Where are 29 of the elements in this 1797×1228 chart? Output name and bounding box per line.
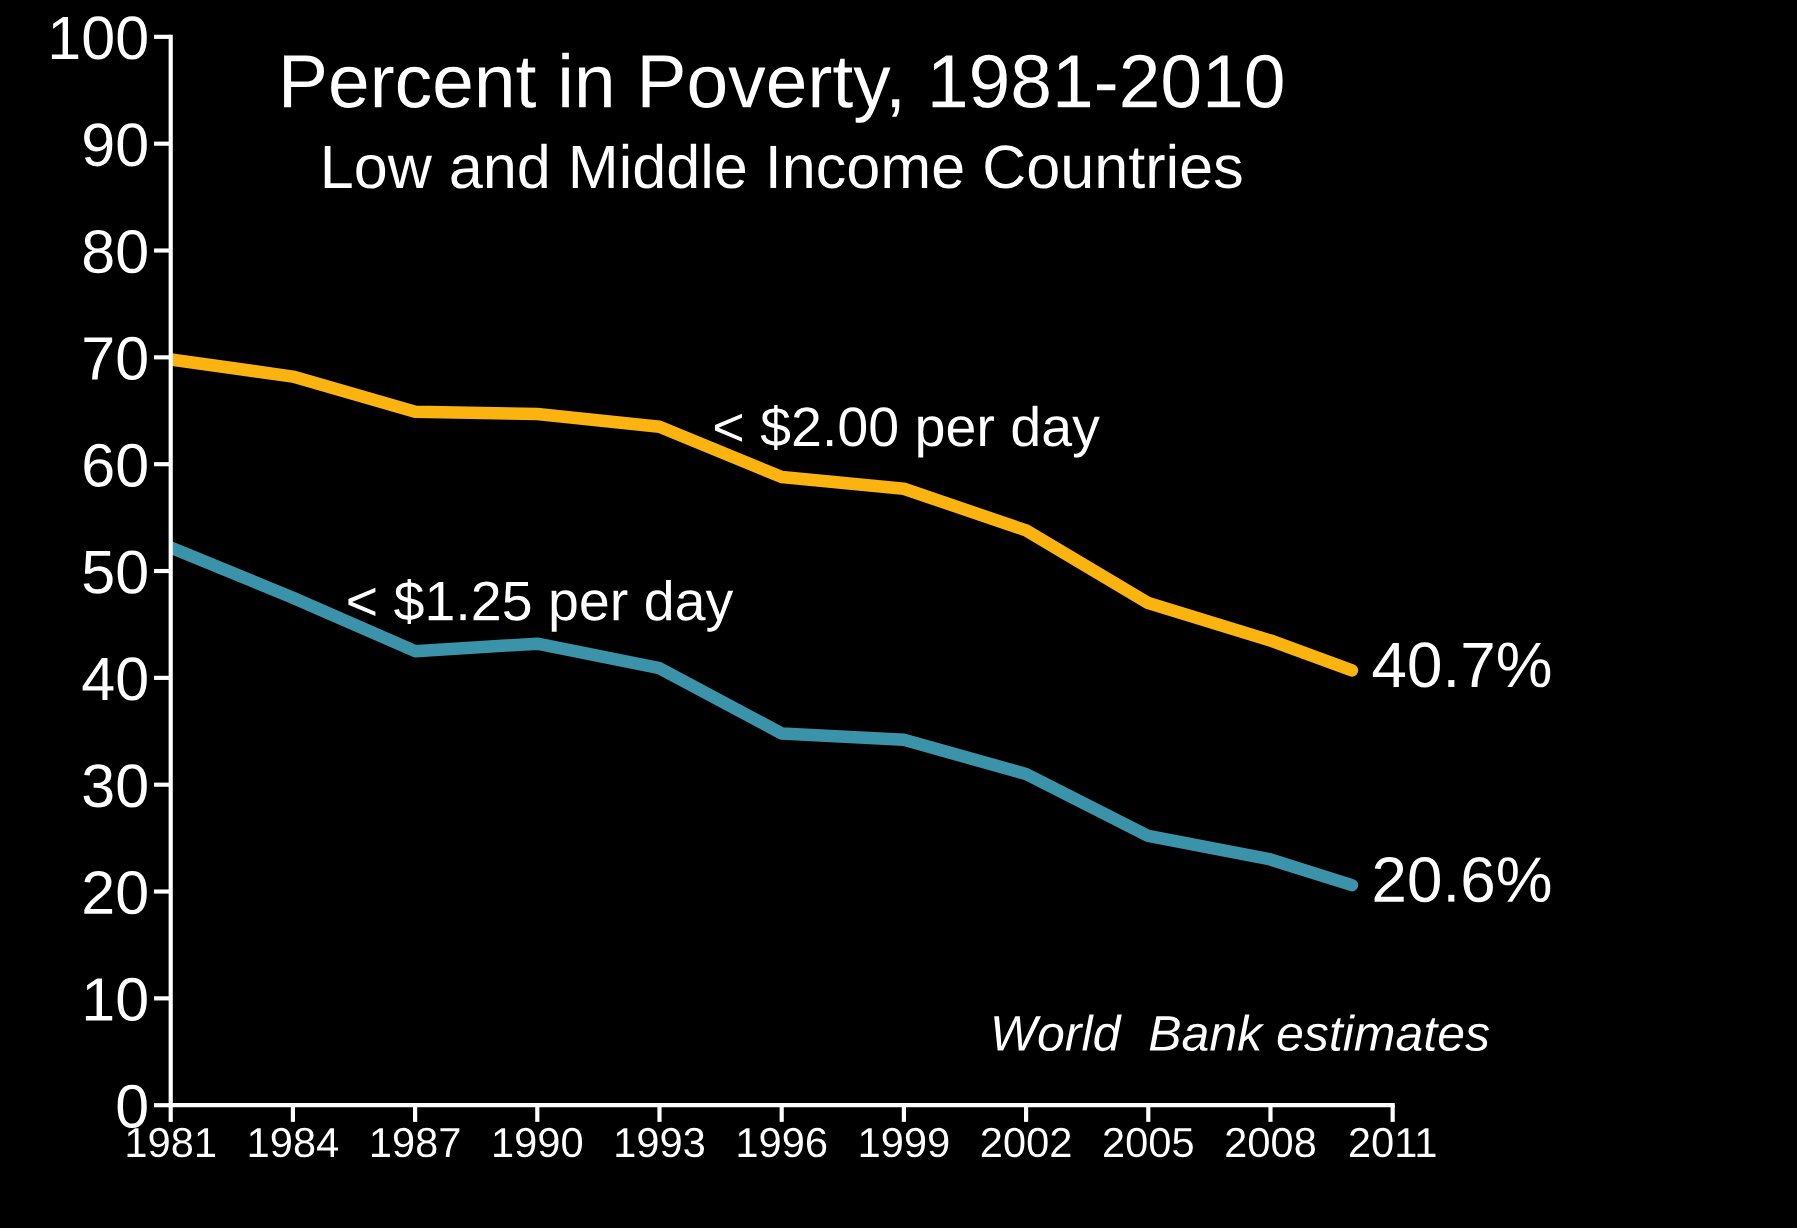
- y-tick-label: 100: [51, 16, 147, 60]
- series-label: < $2.00 per day: [714, 404, 1100, 458]
- y-tick-label: 30: [83, 764, 147, 808]
- x-tick-label: 1987: [371, 1127, 460, 1158]
- text: Low and Middle Income Countries: [324, 143, 1242, 189]
- chart-title: Percent in Poverty, 1981-2010: [284, 52, 1283, 123]
- x-tick-label: 2008: [1226, 1127, 1316, 1158]
- x-tick-label: 2002: [981, 1127, 1071, 1158]
- data-label: 20.6%: [1374, 857, 1551, 903]
- annotation: World Bank estimates: [994, 1014, 1489, 1052]
- x-tick-label: 2011: [1349, 1127, 1436, 1158]
- x-tick-label: 2005: [1104, 1127, 1193, 1158]
- series-label: < $1.25 per day: [348, 579, 734, 632]
- x-tick-label: 1996: [738, 1127, 827, 1158]
- y-tick-label: 90: [84, 123, 147, 167]
- y-tick-label: 10: [85, 977, 147, 1022]
- y-tick-label: 70: [84, 336, 147, 381]
- y-tick-label: 80: [83, 229, 147, 274]
- x-tick-label: 1999: [860, 1127, 949, 1158]
- y-tick-label: 20: [84, 871, 147, 915]
- y-tick-label: 60: [84, 443, 147, 487]
- y-tick-label: 50: [83, 550, 147, 594]
- x-tick-label: 1990: [494, 1127, 583, 1158]
- x-tick-label: 1981: [127, 1127, 216, 1158]
- x-tick-label: 1993: [616, 1127, 705, 1158]
- x-tick-label: 1984: [249, 1127, 339, 1158]
- data-label: 40.7%: [1372, 642, 1551, 688]
- y-tick-label: 0: [117, 1084, 147, 1128]
- y-tick-label: 40: [82, 657, 147, 701]
